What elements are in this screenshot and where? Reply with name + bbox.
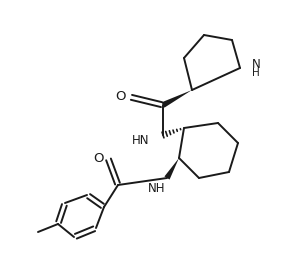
Text: NH: NH — [148, 182, 166, 195]
Polygon shape — [162, 90, 192, 108]
Polygon shape — [164, 158, 179, 179]
Text: O: O — [94, 152, 104, 165]
Text: H: H — [252, 68, 260, 78]
Text: N: N — [252, 58, 260, 70]
Text: HN: HN — [131, 133, 149, 146]
Text: O: O — [116, 91, 126, 103]
